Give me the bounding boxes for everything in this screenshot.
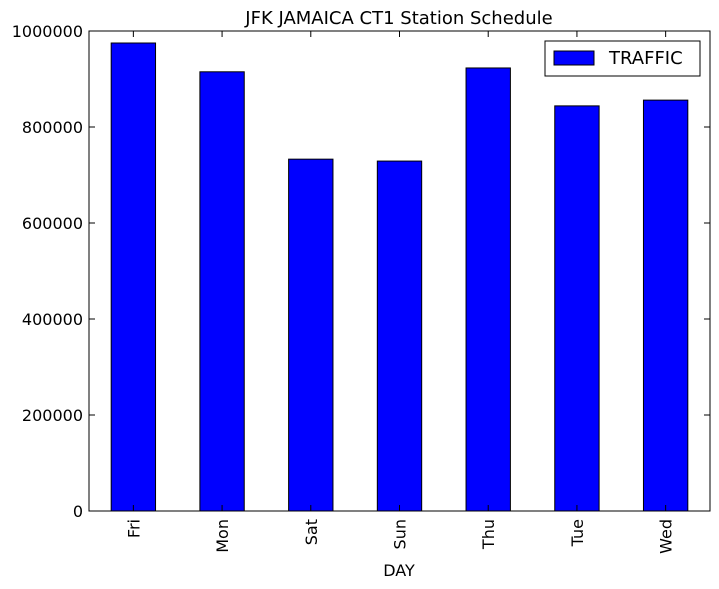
x-tick-label-mon: Mon — [213, 519, 232, 553]
bar-wed — [642, 99, 689, 512]
legend-label-traffic: TRAFFIC — [608, 48, 683, 69]
bar-sat — [288, 158, 334, 512]
y-tick-label: 400000 — [22, 310, 83, 329]
x-tick-label-thu: Thu — [479, 519, 498, 550]
x-tick-label-sat: Sat — [302, 519, 321, 545]
legend: TRAFFIC — [544, 40, 701, 77]
x-tick-label-wed: Wed — [657, 519, 676, 554]
y-tick-label: 200000 — [22, 406, 83, 425]
bar-mon — [199, 71, 245, 512]
bar-thu — [465, 67, 511, 512]
y-tick-label: 0 — [73, 502, 83, 521]
bar-sun — [376, 160, 423, 512]
legend-swatch-traffic — [553, 50, 595, 66]
y-tick-label: 600000 — [22, 214, 83, 233]
bar-fri — [110, 42, 157, 512]
x-tick-label-sun: Sun — [391, 519, 410, 549]
x-tick-label-tue: Tue — [568, 519, 587, 547]
y-tick-label: 1000000 — [12, 22, 83, 41]
y-tick-label: 800000 — [22, 118, 83, 137]
chart-title: JFK JAMAICA CT1 Station Schedule — [244, 8, 552, 29]
x-axis-label: DAY — [383, 561, 415, 580]
bar-tue — [554, 105, 600, 512]
x-tick-label-fri: Fri — [124, 519, 143, 538]
